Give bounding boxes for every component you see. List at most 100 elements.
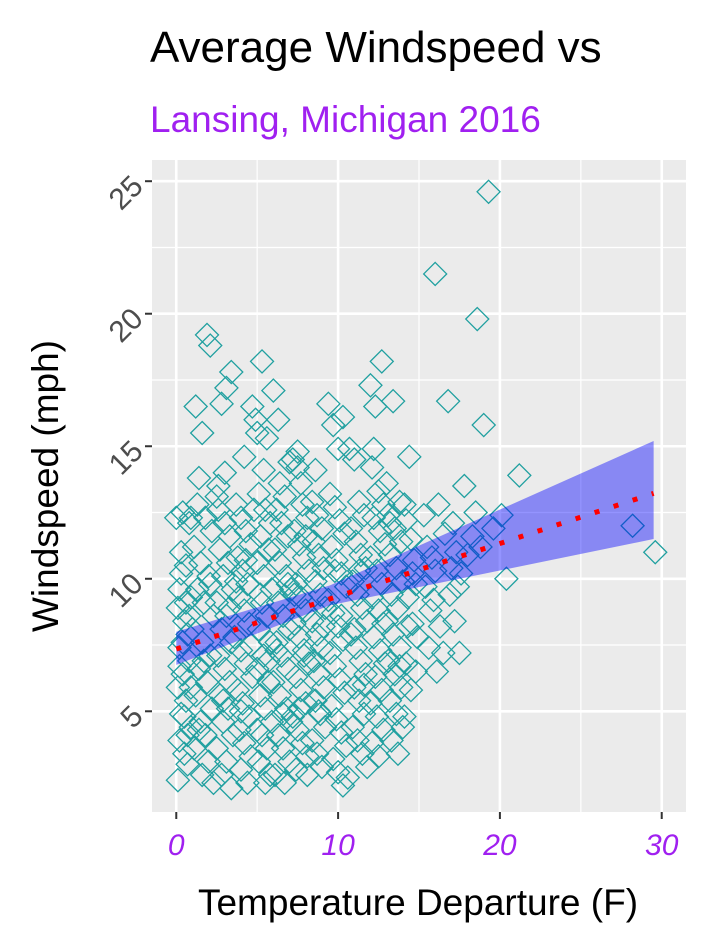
- data-point: [220, 722, 246, 748]
- data-point: [383, 701, 409, 727]
- data-point: [257, 629, 283, 655]
- data-point: [194, 669, 220, 695]
- data-point: [238, 531, 264, 557]
- data-point: [228, 637, 254, 663]
- data-point: [197, 643, 223, 669]
- data-point: [421, 587, 446, 613]
- data-point: [226, 584, 252, 610]
- y-tick-label: 5: [115, 700, 150, 735]
- data-point: [481, 515, 506, 541]
- data-point: [214, 375, 239, 401]
- data-point: [332, 521, 357, 547]
- data-point: [417, 598, 443, 623]
- data-point: [322, 653, 348, 679]
- data-point: [256, 669, 281, 695]
- data-point: [226, 717, 252, 743]
- data-point: [471, 412, 497, 438]
- data-point: [366, 478, 391, 504]
- data-point: [451, 473, 477, 499]
- data-point: [238, 632, 264, 658]
- trend-line-path: [175, 491, 655, 652]
- data-point: [212, 656, 238, 682]
- data-point: [223, 492, 249, 517]
- data-point: [197, 333, 223, 358]
- data-point: [341, 616, 367, 642]
- data-point: [301, 648, 327, 674]
- data-point: [419, 545, 445, 570]
- data-point: [293, 523, 319, 549]
- data-point: [400, 611, 425, 637]
- data-point: [435, 388, 461, 414]
- data-point: [328, 720, 354, 745]
- data-point: [299, 608, 325, 634]
- data-point: [306, 698, 332, 724]
- data-point: [243, 407, 268, 433]
- data-point: [290, 492, 315, 517]
- data-point: [257, 762, 283, 788]
- data-point: [328, 603, 354, 629]
- data-point: [320, 412, 346, 438]
- data-point: [346, 688, 372, 714]
- data-point: [285, 439, 311, 464]
- data-point: [286, 531, 312, 557]
- data-point: [443, 539, 469, 565]
- data-point: [251, 457, 277, 483]
- data-point: [265, 407, 291, 433]
- data-point: [361, 624, 387, 650]
- data-point: [307, 582, 333, 608]
- data-point: [247, 582, 273, 608]
- data-point: [183, 394, 209, 419]
- data-point: [225, 677, 251, 703]
- data-point: [281, 582, 307, 608]
- data-point: [256, 537, 281, 563]
- data-point: [184, 492, 210, 517]
- data-point: [171, 741, 197, 767]
- data-point: [383, 555, 409, 581]
- data-point: [217, 595, 243, 621]
- data-point: [395, 584, 421, 610]
- data-point: [327, 508, 353, 533]
- data-point: [183, 682, 209, 708]
- data-point: [262, 537, 288, 563]
- data-point: [168, 561, 194, 586]
- data-point: [379, 728, 404, 753]
- data-point: [398, 677, 424, 703]
- data-point: [382, 661, 408, 687]
- data-point: [270, 701, 296, 727]
- data-point: [459, 523, 485, 549]
- x-tick-label: 20: [482, 829, 517, 862]
- data-point: [280, 704, 306, 730]
- data-point: [309, 515, 335, 541]
- data-point: [359, 584, 385, 610]
- data-point: [309, 754, 335, 780]
- data-point: [249, 349, 275, 374]
- data-point: [304, 502, 330, 528]
- data-point: [377, 542, 403, 568]
- chart-title: Average Windspeed vs: [150, 23, 602, 72]
- data-point: [239, 664, 265, 690]
- data-point: [176, 603, 202, 629]
- data-point: [178, 714, 204, 740]
- data-point: [367, 518, 393, 544]
- data-point: [393, 651, 419, 676]
- chart-subtitle: Lansing, Michigan 2016: [150, 99, 541, 140]
- data-point: [387, 489, 413, 515]
- data-point: [204, 484, 230, 510]
- data-point: [353, 555, 379, 581]
- data-point: [304, 622, 330, 647]
- data-point: [424, 659, 450, 684]
- data-point: [186, 717, 212, 743]
- data-point: [468, 534, 493, 560]
- data-point: [303, 457, 328, 483]
- data-point: [489, 502, 514, 528]
- data-point: [283, 664, 309, 690]
- data-point: [432, 521, 458, 547]
- data-point: [214, 749, 239, 775]
- data-point: [358, 545, 383, 570]
- data-point: [348, 542, 374, 568]
- data-point: [361, 436, 387, 462]
- data-point: [379, 582, 404, 608]
- data-point: [233, 547, 259, 573]
- data-point: [186, 465, 212, 491]
- data-point: [364, 704, 390, 730]
